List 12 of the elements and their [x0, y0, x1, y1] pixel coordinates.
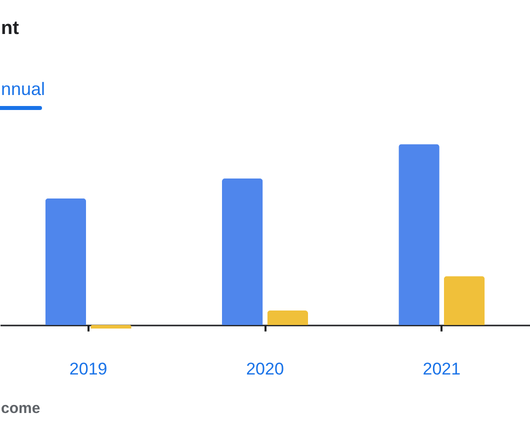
- x-tick-label: 2019: [69, 359, 108, 378]
- x-tick-label: 2020: [246, 359, 284, 378]
- chart-title: nt: [1, 18, 19, 40]
- bar: [398, 144, 440, 325]
- text: come: [1, 400, 40, 417]
- bar: [444, 276, 485, 325]
- bar: [90, 324, 132, 329]
- text: nnual: [1, 79, 46, 100]
- bar: [222, 178, 263, 325]
- x-tick-label: 2021: [422, 359, 461, 378]
- bar: [267, 310, 308, 325]
- bar: [45, 198, 86, 325]
